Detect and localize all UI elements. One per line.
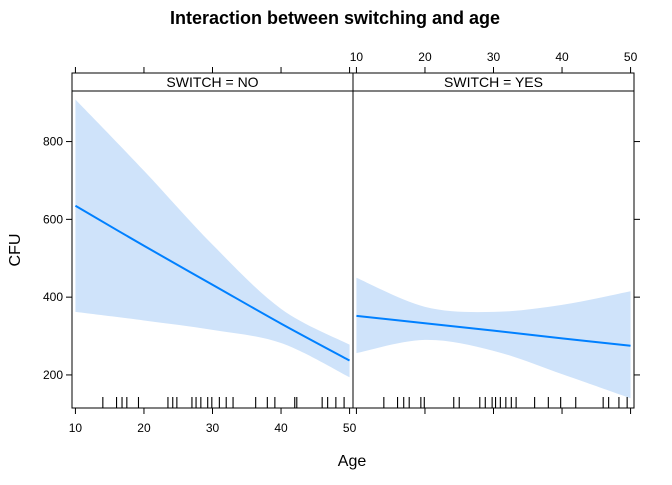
panel-2-strip-label: SWITCH = YES: [444, 74, 543, 90]
y-tick-label: 200: [43, 368, 63, 382]
panel-1-x-tick-label: 30: [206, 421, 220, 435]
panel-2-x-tick-label: 40: [555, 50, 569, 64]
y-axis-label: CFU: [7, 234, 24, 267]
x-axis-label: Age: [338, 453, 367, 470]
panel-2-fit-line: [356, 314, 631, 347]
y-tick-label: 400: [43, 290, 63, 304]
y-tick-label: 800: [43, 135, 63, 149]
panel-2-x-tick-label: 10: [350, 50, 364, 64]
panel-2-confidence-band: [356, 277, 631, 399]
panel-2-x-tick-label: 30: [487, 50, 501, 64]
panel-1-x-tick-label: 10: [69, 421, 83, 435]
panel-2-x-tick-label: 20: [418, 50, 432, 64]
chart-title: Interaction between switching and age: [170, 8, 500, 28]
panel-1-strip-label: SWITCH = NO: [166, 74, 258, 90]
panels-group: SWITCH = NO 10 20 30 40 50 SWITCH = YES 10 20 30 4…: [43, 50, 640, 435]
panel-1-fit-line: [74, 204, 351, 362]
panel-1-x-tick-label: 40: [274, 421, 288, 435]
y-tick-label: 600: [43, 212, 63, 226]
panel-2-x-tick-label: 50: [624, 50, 638, 64]
panel-1-x-tick-label: 20: [137, 421, 151, 435]
panel-1-x-tick-label: 50: [343, 421, 357, 435]
panel-1-confidence-band: [75, 99, 350, 378]
